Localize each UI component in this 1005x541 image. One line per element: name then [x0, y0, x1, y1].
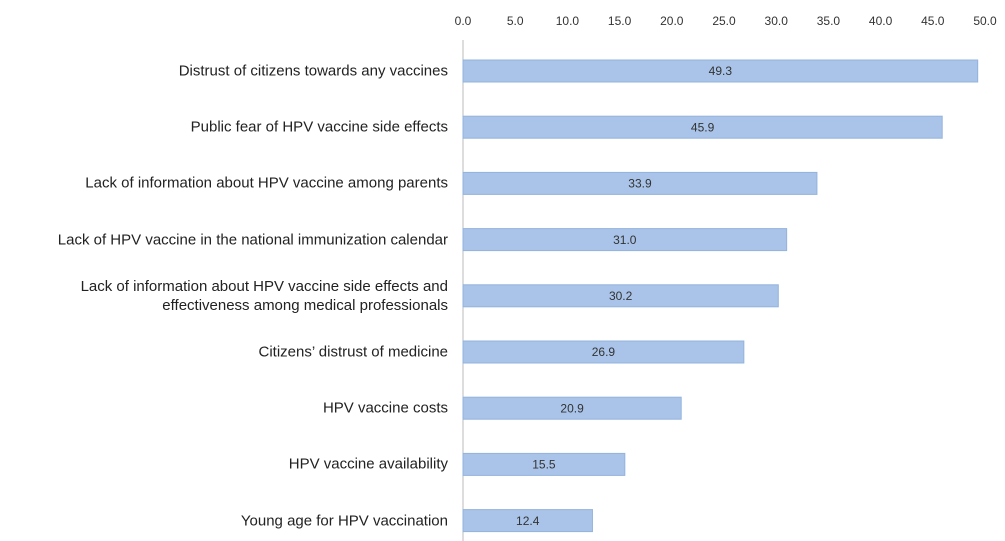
value-label: 49.3 [709, 64, 733, 78]
bar [462, 59, 979, 83]
bar [462, 115, 943, 139]
category-label: HPV vaccine availability [288, 455, 448, 473]
bar [462, 284, 779, 308]
x-tick-label: 15.0 [608, 14, 632, 28]
x-tick-label: 25.0 [712, 14, 736, 28]
bar [462, 396, 682, 420]
bar [462, 171, 818, 195]
value-label: 31.0 [613, 233, 637, 247]
x-tick-label: 10.0 [556, 14, 580, 28]
bar [462, 509, 593, 533]
value-label: 30.2 [609, 289, 633, 303]
x-tick-label: 40.0 [869, 14, 893, 28]
value-label: 26.9 [592, 345, 616, 359]
category-label: Public fear of HPV vaccine side effects [190, 118, 448, 136]
value-label: 15.5 [532, 458, 556, 472]
category-label: Citizens’ distrust of medicine [258, 343, 448, 361]
value-label: 33.9 [628, 177, 652, 191]
category-label: Lack of information about HPV vaccine si… [80, 277, 448, 314]
x-tick-label: 35.0 [817, 14, 841, 28]
x-tick-label: 5.0 [507, 14, 524, 28]
bar [462, 340, 745, 364]
category-label: HPV vaccine costs [322, 399, 448, 417]
value-label: 12.4 [516, 514, 540, 528]
category-label: Young age for HPV vaccination [240, 512, 448, 530]
x-tick-label: 0.0 [455, 14, 472, 28]
x-tick-label: 20.0 [660, 14, 684, 28]
value-label: 45.9 [691, 120, 715, 134]
x-tick-label: 50.0 [973, 14, 997, 28]
category-label: Lack of HPV vaccine in the national immu… [57, 231, 448, 249]
x-tick-label: 30.0 [765, 14, 789, 28]
value-label: 20.9 [560, 401, 584, 415]
bar [462, 228, 788, 252]
x-tick-label: 45.0 [921, 14, 945, 28]
bar [462, 452, 626, 476]
category-label: Lack of information about HPV vaccine am… [85, 174, 448, 192]
category-label: Distrust of citizens towards any vaccine… [178, 62, 448, 80]
